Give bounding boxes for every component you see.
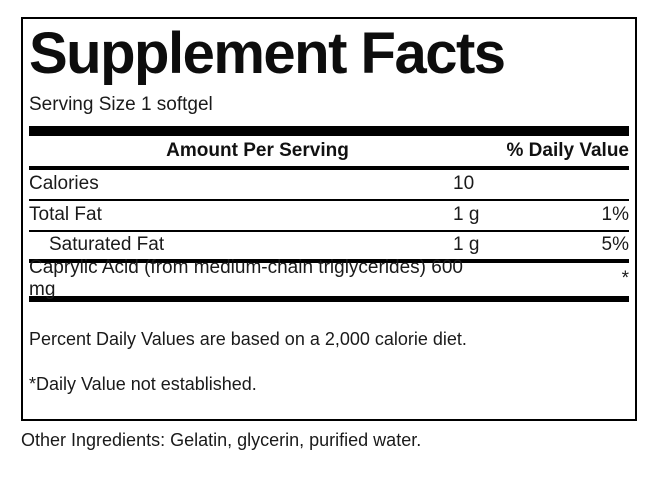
- table-header-row: Amount Per Serving % Daily Value: [29, 136, 629, 170]
- table-row-saturated-fat: Saturated Fat 1 g 5%: [29, 232, 629, 263]
- other-ingredients-text: Other Ingredients: Gelatin, glycerin, pu…: [21, 430, 422, 450]
- divider-heavy-bottom: [29, 295, 629, 302]
- nutrient-daily-value: 5%: [601, 234, 629, 256]
- nutrient-name: Caprylic Acid (from medium-chain triglyc…: [29, 257, 463, 301]
- nutrient-amount: 10: [453, 173, 475, 195]
- header-amount-per-serving: Amount Per Serving: [166, 139, 349, 161]
- table-row-total-fat: Total Fat 1 g 1%: [29, 201, 629, 232]
- nutrient-daily-value: 1%: [601, 204, 629, 226]
- footnote-percent-daily-values: Percent Daily Values are based on a 2,00…: [29, 328, 467, 349]
- nutrient-daily-value-asterisk: *: [621, 268, 629, 290]
- nutrient-amount: 1 g: [453, 204, 480, 226]
- divider-heavy-top: [29, 125, 629, 136]
- header-daily-value: % Daily Value: [506, 139, 629, 161]
- nutrient-name: Calories: [29, 173, 99, 195]
- footnote-daily-value-not-established: *Daily Value not established.: [29, 373, 257, 394]
- nutrient-amount: 1 g: [453, 234, 480, 256]
- label-title: Supplement Facts: [29, 21, 506, 86]
- table-row-caprylic-acid: Caprylic Acid (from medium-chain triglyc…: [29, 257, 629, 300]
- serving-size: Serving Size 1 softgel: [29, 93, 213, 115]
- supplement-facts-panel: Supplement Facts Serving Size 1 softgel …: [21, 17, 637, 421]
- nutrient-name: Total Fat: [29, 204, 102, 226]
- nutrient-name: Saturated Fat: [49, 234, 165, 256]
- table-row-calories: Calories 10: [29, 170, 629, 201]
